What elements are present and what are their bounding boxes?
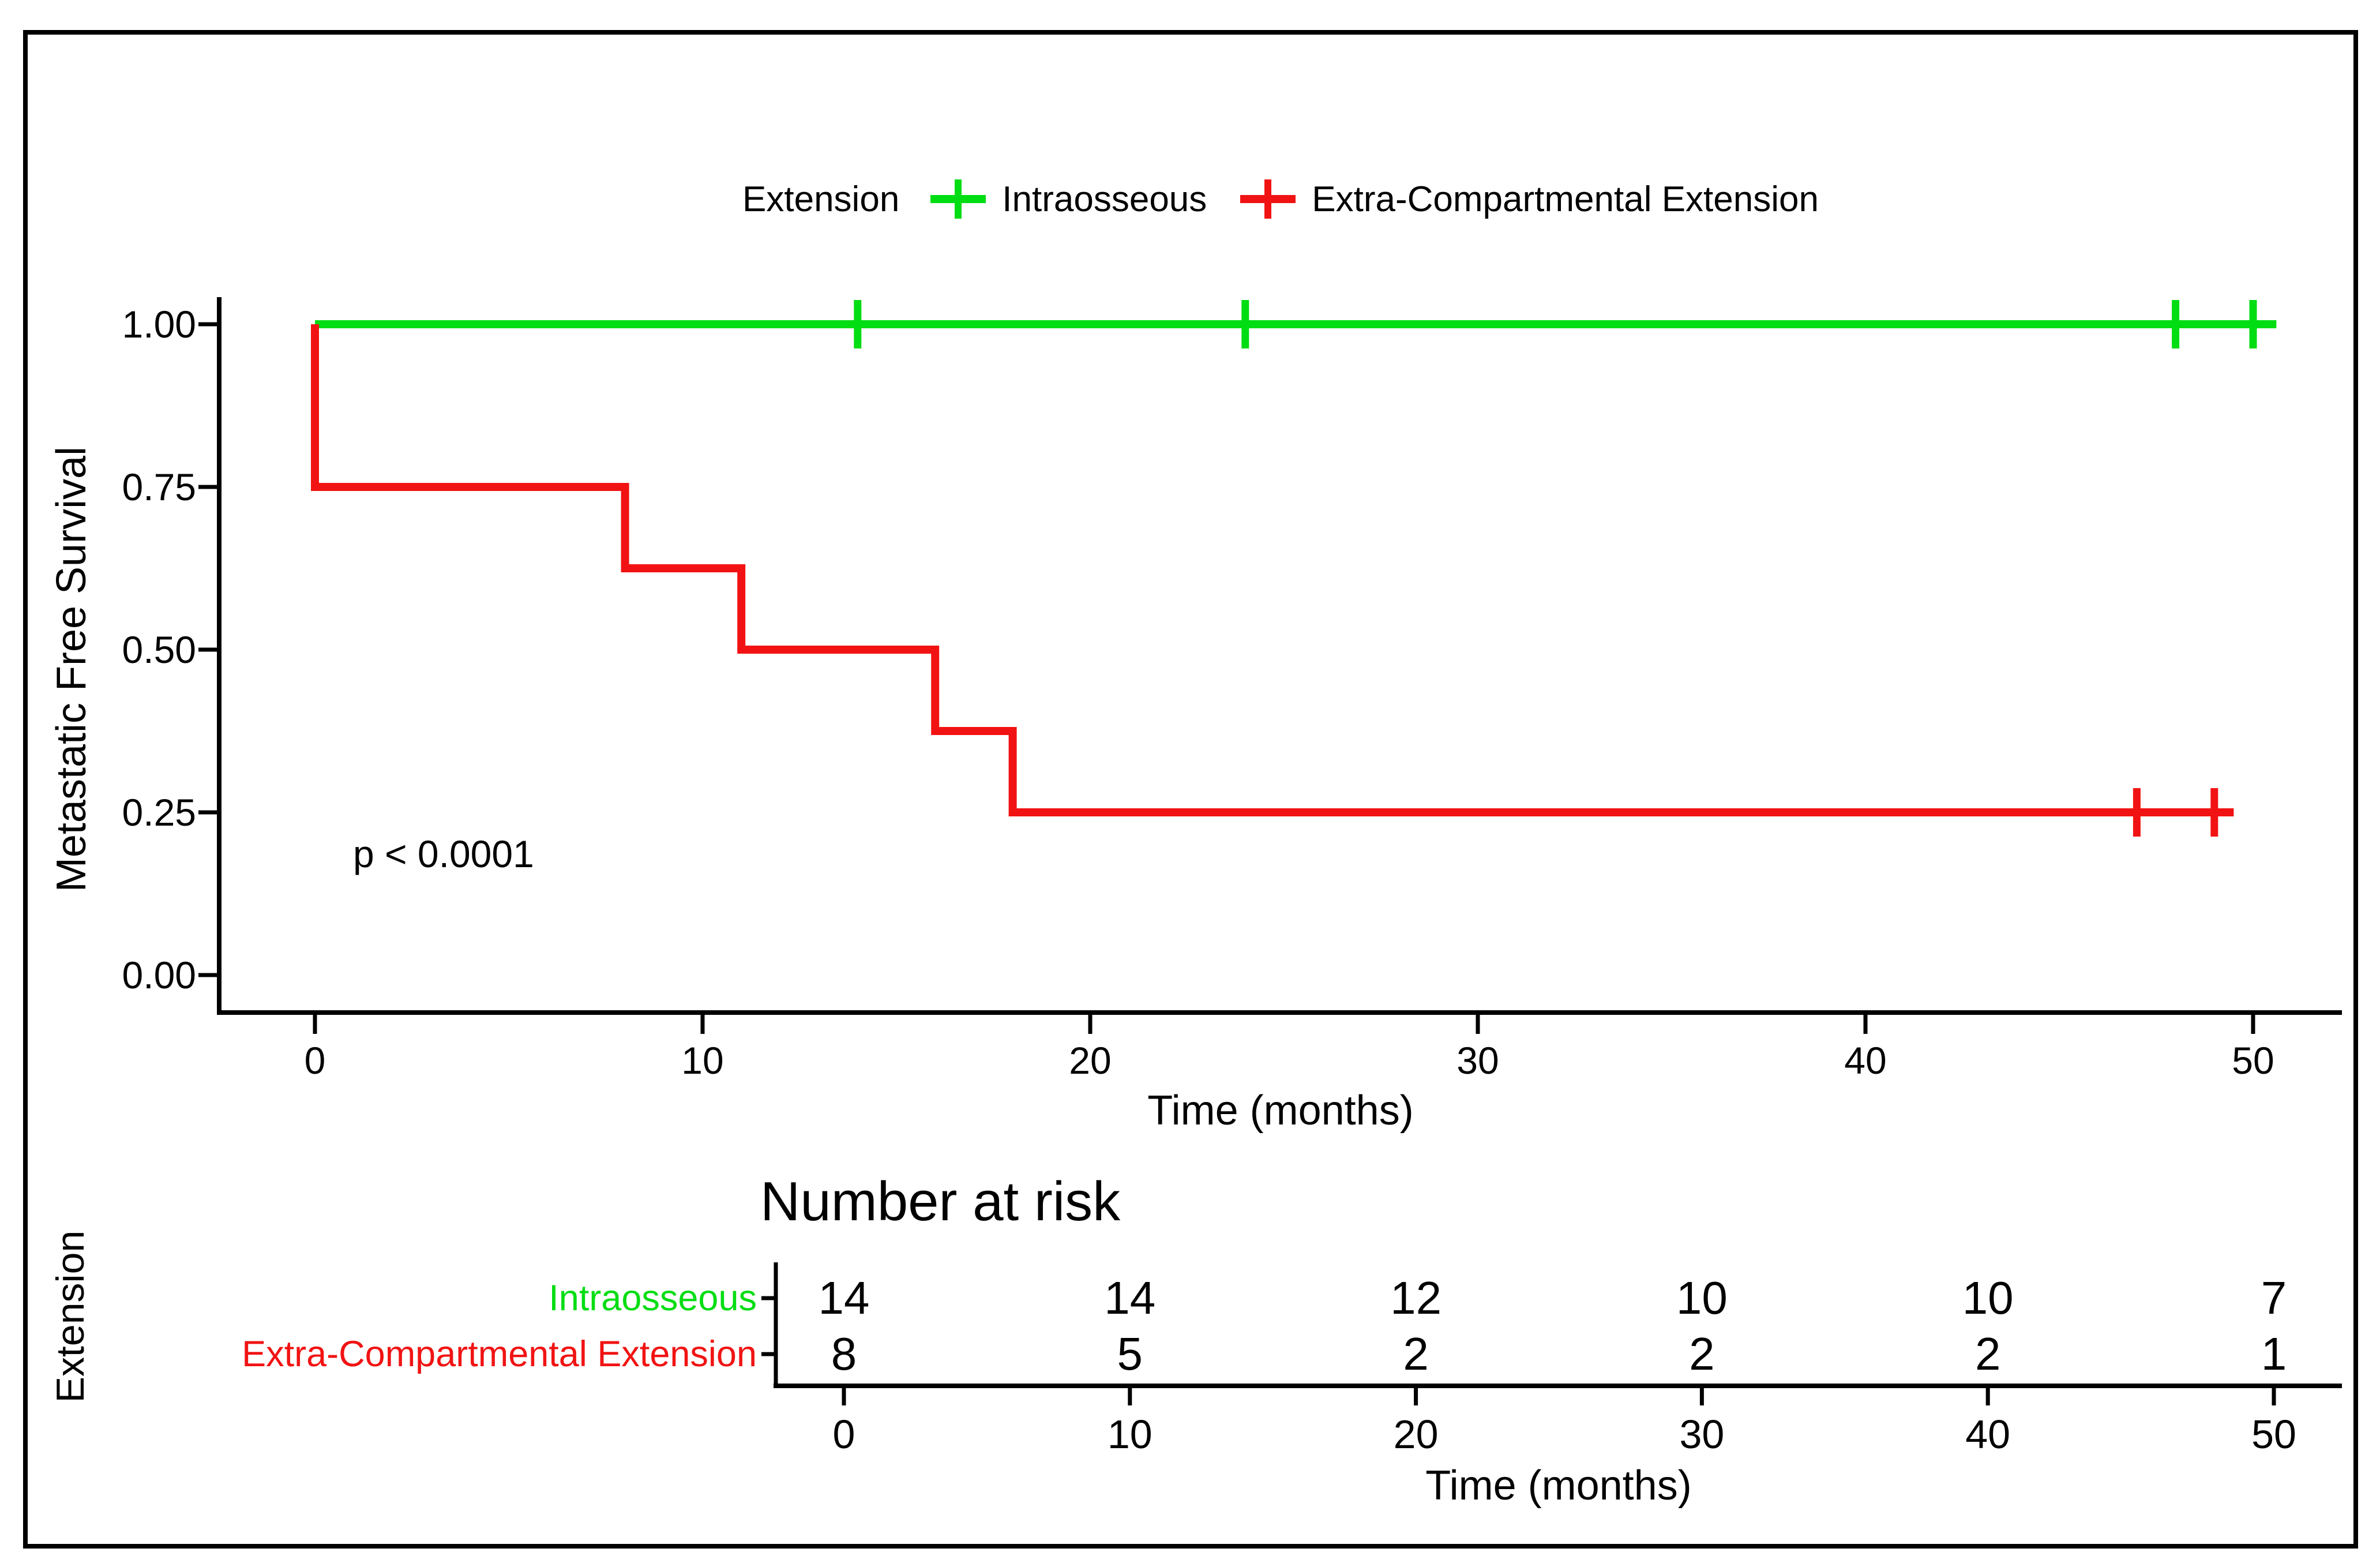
y-tick-label: 0.00: [122, 954, 196, 996]
risk-count: 5: [1117, 1328, 1143, 1379]
risk-count: 10: [1676, 1272, 1728, 1324]
x-tick-label: 20: [1069, 1039, 1112, 1082]
legend-title: Extension: [742, 179, 900, 219]
risk-x-tick-label: 30: [1679, 1412, 1725, 1457]
censor-line-key-icon: [1240, 179, 1296, 219]
risk-x-tick-label: 10: [1107, 1412, 1153, 1457]
x-tick-label: 10: [681, 1039, 724, 1082]
risk-group-axis-title: Extension: [48, 1230, 92, 1403]
risk-count: 10: [1962, 1272, 2014, 1324]
p-value-annotation: p < 0.0001: [353, 833, 534, 875]
legend-item-extra-compartmental: Extra-Compartmental Extension: [1239, 176, 1819, 222]
risk-x-tick-label: 50: [2251, 1412, 2296, 1457]
risk-row-label-intraosseous: Intraosseous: [549, 1278, 757, 1318]
risk-x-tick-label: 20: [1393, 1412, 1439, 1457]
y-tick-label: 1.00: [122, 303, 196, 346]
figure-border: [23, 30, 2358, 1549]
x-axis-title: Time (months): [1147, 1088, 1414, 1134]
x-tick-label: 0: [304, 1039, 326, 1082]
risk-x-tick-label: 40: [1965, 1412, 2011, 1457]
legend: Extension Intraosseous Extra-Compartment…: [219, 173, 2342, 225]
legend-label: Intraosseous: [1002, 179, 1207, 219]
risk-x-axis-title: Time (months): [1425, 1463, 1692, 1509]
risk-count: 14: [818, 1272, 870, 1324]
x-tick-label: 40: [1844, 1039, 1887, 1082]
risk-count: 1: [2261, 1328, 2287, 1379]
risk-row-label-extra-compartmental: Extra-Compartmental Extension: [242, 1334, 757, 1374]
risk-count: 8: [831, 1328, 857, 1379]
y-tick-label: 0.50: [122, 628, 196, 671]
risk-count: 2: [1403, 1328, 1429, 1379]
km-curve-extra-compartmental: [311, 324, 2234, 816]
x-tick-label: 30: [1456, 1039, 1499, 1082]
risk-count: 7: [2261, 1272, 2287, 1324]
risk-count: 14: [1104, 1272, 1156, 1324]
risk-count: 2: [1974, 1328, 2001, 1379]
y-tick-label: 0.25: [122, 791, 196, 834]
risk-table-title: Number at risk: [760, 1171, 1121, 1232]
risk-x-tick-label: 0: [832, 1412, 855, 1457]
censor-line-key-icon: [930, 179, 986, 219]
legend-item-intraosseous: Intraosseous: [929, 176, 1207, 222]
y-tick-label: 0.75: [122, 466, 196, 508]
x-tick-label: 50: [2232, 1039, 2274, 1082]
risk-count: 2: [1689, 1328, 1715, 1379]
legend-label: Extra-Compartmental Extension: [1312, 179, 1819, 219]
risk-count: 12: [1390, 1272, 1442, 1324]
